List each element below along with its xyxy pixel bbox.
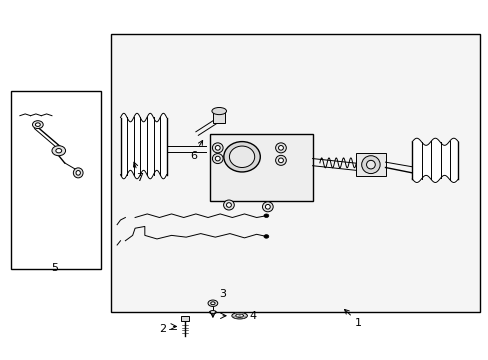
Ellipse shape [278, 145, 283, 150]
Ellipse shape [229, 146, 254, 167]
Ellipse shape [210, 302, 215, 305]
Ellipse shape [76, 171, 80, 175]
Ellipse shape [226, 203, 231, 207]
Bar [210, 134, 312, 202]
Ellipse shape [207, 300, 217, 306]
Ellipse shape [224, 141, 260, 172]
Circle shape [264, 235, 268, 238]
Ellipse shape [209, 311, 216, 314]
Text: 6: 6 [189, 140, 202, 161]
Ellipse shape [366, 160, 374, 169]
Text: 1: 1 [344, 310, 362, 328]
Ellipse shape [212, 143, 223, 153]
Bar [111, 33, 479, 312]
Ellipse shape [73, 168, 83, 178]
Circle shape [56, 149, 61, 153]
Ellipse shape [278, 158, 283, 163]
Circle shape [52, 146, 65, 156]
Ellipse shape [275, 156, 286, 165]
Text: 7: 7 [133, 162, 143, 183]
Ellipse shape [262, 202, 273, 212]
Circle shape [35, 123, 40, 126]
Ellipse shape [361, 156, 379, 174]
Ellipse shape [212, 154, 223, 163]
Ellipse shape [275, 143, 286, 153]
Ellipse shape [265, 204, 270, 209]
Ellipse shape [231, 312, 247, 319]
Ellipse shape [235, 314, 243, 318]
Bar [181, 316, 189, 321]
Text: 4: 4 [249, 311, 256, 321]
Circle shape [32, 121, 43, 129]
Ellipse shape [215, 145, 220, 150]
Bar [11, 91, 101, 269]
Ellipse shape [211, 108, 226, 114]
Bar [356, 153, 385, 176]
Text: 3: 3 [218, 289, 225, 299]
Circle shape [264, 214, 268, 217]
Bar [212, 111, 224, 123]
Text: 2: 2 [159, 324, 166, 334]
Text: 5: 5 [51, 262, 58, 273]
Ellipse shape [215, 156, 220, 161]
Ellipse shape [223, 200, 234, 210]
